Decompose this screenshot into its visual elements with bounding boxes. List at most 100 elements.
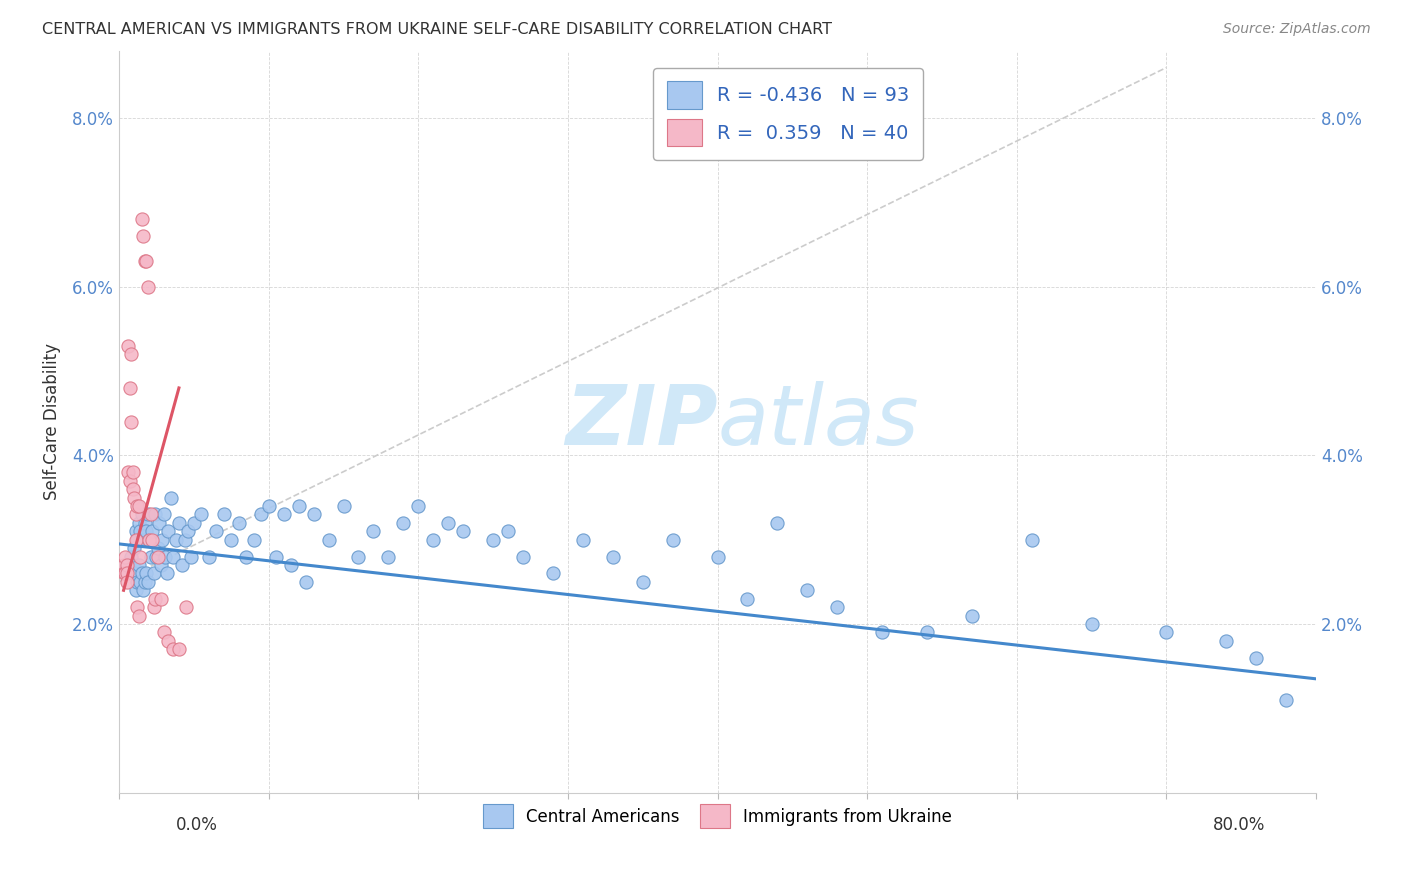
Point (1156, 625, 1178, 640)
Point (143, 508, 166, 522)
Point (737, 591, 759, 606)
Point (162, 549, 184, 564)
Point (115, 574, 138, 589)
Point (205, 524, 228, 539)
Point (115, 558, 138, 572)
Point (295, 574, 318, 589)
Point (139, 508, 162, 522)
Point (174, 533, 197, 547)
Point (1021, 533, 1043, 547)
Point (155, 549, 177, 564)
Point (212, 508, 235, 522)
Point (152, 533, 174, 547)
Point (572, 533, 595, 547)
Text: ZIP: ZIP (565, 381, 717, 462)
Point (165, 533, 187, 547)
Point (128, 558, 150, 572)
Point (602, 549, 624, 564)
Point (167, 642, 190, 657)
Point (121, 465, 143, 479)
Point (134, 254, 156, 268)
Point (1215, 633, 1237, 648)
Point (1244, 650, 1267, 665)
Point (915, 625, 938, 640)
Point (153, 508, 176, 522)
Point (132, 583, 155, 598)
Point (960, 608, 983, 623)
Point (392, 516, 415, 530)
Point (451, 524, 474, 539)
Point (132, 533, 155, 547)
Point (120, 549, 142, 564)
Point (125, 533, 148, 547)
Point (156, 566, 179, 581)
Point (302, 508, 325, 522)
Point (124, 524, 146, 539)
Point (143, 591, 166, 606)
Point (134, 516, 156, 530)
Point (273, 508, 295, 522)
Point (139, 549, 162, 564)
Point (142, 600, 165, 615)
Point (149, 558, 172, 572)
Point (136, 574, 159, 589)
Point (146, 549, 169, 564)
Point (631, 574, 654, 589)
Point (332, 499, 354, 513)
Point (180, 549, 202, 564)
Point (257, 499, 280, 513)
Point (148, 516, 170, 530)
Point (363, 524, 385, 539)
Point (228, 516, 250, 530)
Point (280, 558, 302, 572)
Point (145, 549, 167, 564)
Point (318, 533, 340, 547)
Point (138, 533, 160, 547)
Point (129, 549, 152, 564)
Point (121, 482, 143, 496)
Point (122, 491, 145, 505)
Point (437, 516, 460, 530)
Point (114, 549, 136, 564)
Point (124, 508, 146, 522)
Point (1275, 693, 1298, 707)
Point (176, 600, 198, 615)
Point (124, 533, 146, 547)
Point (129, 524, 152, 539)
Point (287, 499, 309, 513)
Point (125, 499, 148, 513)
Point (120, 347, 142, 361)
Point (235, 549, 257, 564)
Point (134, 574, 156, 589)
Point (131, 566, 153, 581)
Point (157, 524, 180, 539)
Point (170, 558, 193, 572)
Point (482, 533, 505, 547)
Point (122, 566, 145, 581)
Point (221, 533, 243, 547)
Point (796, 583, 818, 598)
Point (132, 229, 155, 244)
Point (149, 591, 172, 606)
Point (146, 541, 169, 556)
Point (136, 279, 159, 293)
Text: 0.0%: 0.0% (176, 816, 218, 834)
Point (157, 633, 180, 648)
Point (408, 499, 430, 513)
Point (347, 549, 370, 564)
Point (112, 558, 135, 572)
Point (512, 549, 534, 564)
Point (198, 549, 221, 564)
Point (250, 508, 273, 522)
Point (128, 608, 150, 623)
Point (1080, 617, 1102, 632)
Point (136, 508, 159, 522)
Point (135, 566, 157, 581)
Point (661, 533, 683, 547)
Point (129, 574, 152, 589)
Point (177, 524, 200, 539)
Point (706, 549, 728, 564)
Text: 80.0%: 80.0% (1213, 816, 1265, 834)
Point (142, 566, 165, 581)
Point (135, 524, 157, 539)
